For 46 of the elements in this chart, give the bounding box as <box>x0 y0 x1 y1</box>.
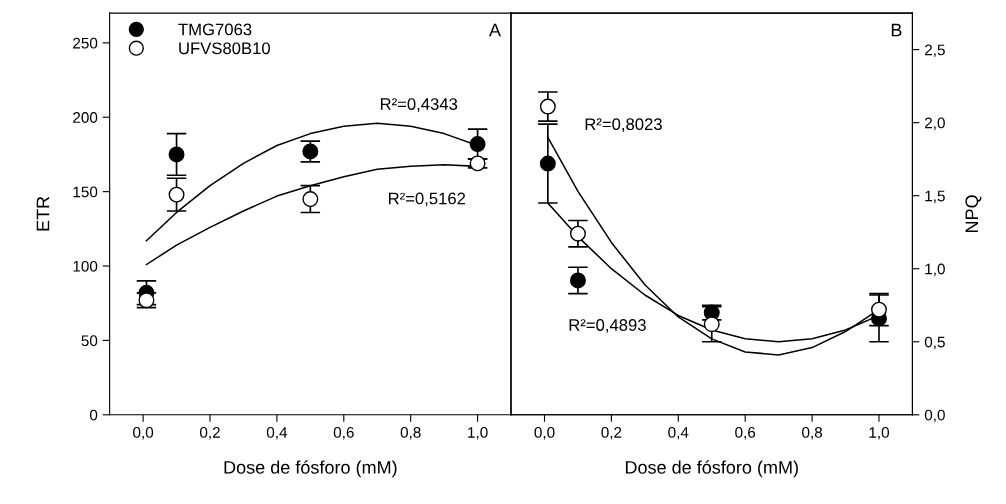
x-axis-title: Dose de fósforo (mM) <box>625 460 798 478</box>
x-tick-label: 0,0 <box>534 427 555 440</box>
y2-tick-label: 0,0 <box>924 409 945 423</box>
x-tick-label: 0,2 <box>601 427 622 440</box>
legend-label: UFVS80B10 <box>179 42 270 55</box>
point <box>168 186 185 203</box>
x-tick-label: 1,0 <box>869 427 890 440</box>
point <box>569 225 586 242</box>
point <box>168 146 185 163</box>
x-tick-label: 0,8 <box>802 427 823 440</box>
y2-tick-label: 1,0 <box>925 263 945 277</box>
x-tick-label: 0,6 <box>333 427 354 440</box>
y2-tick-label: 1,5 <box>925 190 945 204</box>
x-tick-label: 0,0 <box>133 427 154 440</box>
y-tick-label: 200 <box>73 112 98 123</box>
y-axis-title: ETR <box>36 196 50 231</box>
y2-axis-title: NPQ <box>965 195 982 233</box>
annotation: R²=0,8023 <box>585 118 662 133</box>
y2-tick-label: 2,0 <box>925 117 945 131</box>
x-tick-label: 0,6 <box>735 427 756 440</box>
x-tick-label: 0,4 <box>266 427 288 440</box>
x-tick-label: 0,4 <box>668 427 689 440</box>
y2-tick-label: 0,5 <box>924 336 945 350</box>
annotation: A <box>489 23 501 37</box>
y-tick-label: 100 <box>73 260 98 272</box>
x-axis-title: Dose de fósforo (mM) <box>224 460 397 478</box>
y-tick-label: 50 <box>81 335 98 347</box>
annotation: R²=0,4343 <box>380 98 458 112</box>
point <box>539 98 556 115</box>
annotation: B <box>891 23 902 37</box>
legend-label: TMG7063 <box>178 23 252 36</box>
point <box>539 155 556 172</box>
y-tick-label: 150 <box>73 186 98 198</box>
x-tick-label: 0,2 <box>199 427 220 440</box>
y-tick-label: 0 <box>89 409 98 421</box>
point <box>302 191 319 208</box>
point <box>469 136 486 153</box>
point <box>703 316 720 333</box>
y-tick-label: 250 <box>73 37 98 49</box>
annotation: R²=0,4893 <box>569 319 646 333</box>
point <box>569 272 586 289</box>
x-tick-label: 0,8 <box>400 427 421 440</box>
annotation: R²=0,5162 <box>388 192 466 207</box>
x-tick-label: 1,0 <box>468 427 488 440</box>
y2-tick-label: 2,5 <box>925 44 945 58</box>
point <box>871 301 887 318</box>
